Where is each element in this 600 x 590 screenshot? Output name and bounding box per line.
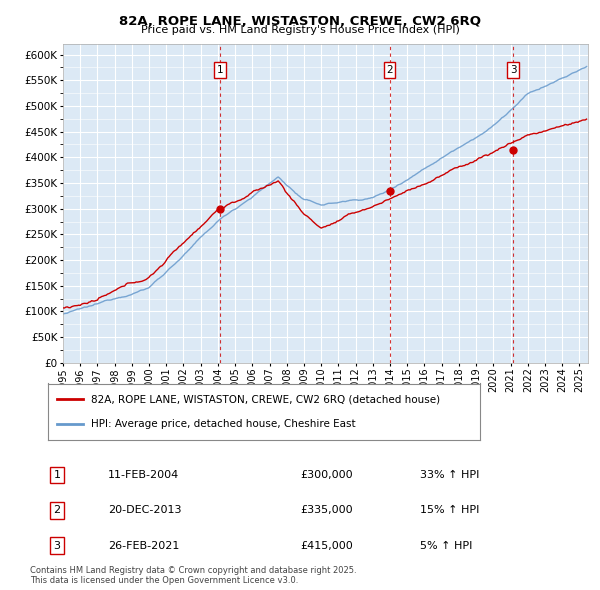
- Text: 82A, ROPE LANE, WISTASTON, CREWE, CW2 6RQ: 82A, ROPE LANE, WISTASTON, CREWE, CW2 6R…: [119, 15, 481, 28]
- Text: 26-FEB-2021: 26-FEB-2021: [108, 541, 179, 550]
- Text: £335,000: £335,000: [300, 506, 353, 515]
- Text: 20-DEC-2013: 20-DEC-2013: [108, 506, 182, 515]
- Text: £300,000: £300,000: [300, 470, 353, 480]
- Text: £415,000: £415,000: [300, 541, 353, 550]
- Text: 3: 3: [53, 541, 61, 550]
- Text: 3: 3: [510, 65, 517, 75]
- Text: 5% ↑ HPI: 5% ↑ HPI: [420, 541, 472, 550]
- Text: 1: 1: [53, 470, 61, 480]
- Text: 2: 2: [386, 65, 393, 75]
- Text: Price paid vs. HM Land Registry's House Price Index (HPI): Price paid vs. HM Land Registry's House …: [140, 25, 460, 35]
- Text: HPI: Average price, detached house, Cheshire East: HPI: Average price, detached house, Ches…: [91, 419, 356, 429]
- Text: Contains HM Land Registry data © Crown copyright and database right 2025.
This d: Contains HM Land Registry data © Crown c…: [30, 566, 356, 585]
- Text: 1: 1: [217, 65, 223, 75]
- Text: 15% ↑ HPI: 15% ↑ HPI: [420, 506, 479, 515]
- Text: 82A, ROPE LANE, WISTASTON, CREWE, CW2 6RQ (detached house): 82A, ROPE LANE, WISTASTON, CREWE, CW2 6R…: [91, 394, 440, 404]
- Text: 2: 2: [53, 506, 61, 515]
- Text: 33% ↑ HPI: 33% ↑ HPI: [420, 470, 479, 480]
- Text: 11-FEB-2004: 11-FEB-2004: [108, 470, 179, 480]
